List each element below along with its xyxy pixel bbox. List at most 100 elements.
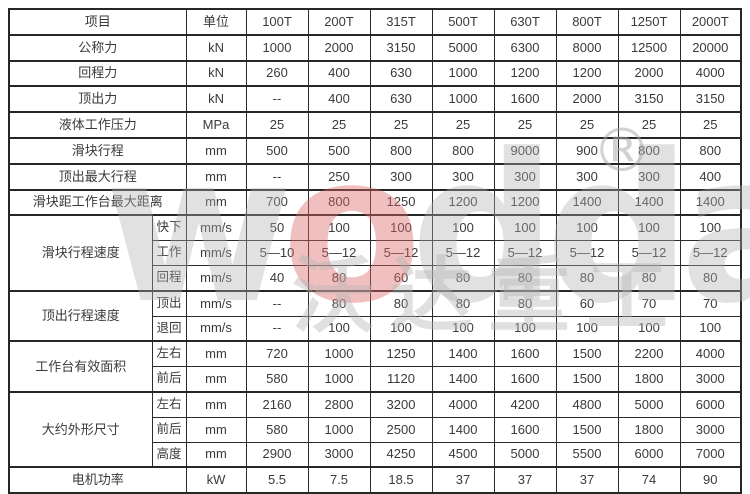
value-cell: 100	[307, 315, 371, 342]
value-cell: 1250	[369, 188, 433, 216]
unit-cell: mm/s	[185, 240, 247, 266]
unit-cell: mm/s	[185, 315, 247, 342]
item-label: 工作台有效面积	[8, 340, 153, 393]
unit-cell: mm/s	[185, 264, 247, 292]
value-cell: 2500	[369, 416, 433, 443]
value-cell: 630	[369, 85, 433, 113]
header-model-2000T: 2000T	[679, 8, 742, 36]
value-cell: 2000	[307, 33, 371, 62]
value-cell: 2000	[617, 59, 681, 87]
item-label: 滑块行程	[8, 136, 187, 165]
value-cell: 800	[431, 136, 495, 165]
table-body: 公称力 kN 1000 2000 3150 5000 6300 8000 12500 20000 回…	[8, 33, 742, 494]
value-cell: 37	[431, 466, 495, 494]
header-model-630T: 630T	[493, 8, 557, 36]
table-row: 回程 mm/s 40 80 60 80 80 80 80 80	[9, 264, 742, 292]
value-cell: 60	[555, 289, 619, 317]
value-cell: 5—12	[307, 240, 371, 266]
sub-label: 快下	[151, 214, 187, 242]
value-cell: 5—12	[555, 240, 619, 266]
sub-label: 前后	[151, 366, 187, 393]
unit-cell: mm	[185, 441, 247, 468]
value-cell: 300	[431, 162, 495, 191]
value-cell: 7.5	[307, 466, 371, 494]
value-cell: 1500	[555, 340, 619, 368]
value-cell: 80	[307, 289, 371, 317]
value-cell: 580	[245, 366, 309, 393]
value-cell: 5500	[555, 441, 619, 468]
value-cell: 80	[431, 264, 495, 292]
value-cell: 18.5	[369, 466, 433, 494]
value-cell: 5—12	[617, 240, 681, 266]
value-cell: 1250	[369, 340, 433, 368]
table-row: 滑块距工作台最大距离 mm 700 800 1250 1200 1200 1400 1400 14…	[8, 188, 742, 216]
value-cell: 3000	[679, 366, 742, 393]
value-cell: 1120	[369, 366, 433, 393]
value-cell: 80	[617, 264, 681, 292]
value-cell: 100	[617, 315, 681, 342]
table-row: 顶出最大行程 mm -- 250 300 300 300 300 300 400	[8, 162, 742, 191]
value-cell: 500	[245, 136, 309, 165]
value-cell: 2000	[555, 85, 619, 113]
table-row: 电机功率 kW 5.5 7.5 18.5 37 37 37 74 90	[8, 466, 742, 494]
value-cell: 1600	[493, 85, 557, 113]
value-cell: 80	[493, 289, 557, 317]
value-cell: 37	[493, 466, 557, 494]
table-header: 项目 单位 100T 200T 315T 500T 630T 800T 1250T 2000T	[8, 8, 742, 36]
item-label: 电机功率	[8, 466, 187, 494]
value-cell: 37	[555, 466, 619, 494]
value-cell: 4000	[679, 59, 742, 87]
value-cell: 25	[369, 111, 433, 139]
value-cell: --	[245, 162, 309, 191]
unit-cell: kN	[185, 59, 247, 87]
value-cell: 300	[493, 162, 557, 191]
value-cell: 1500	[555, 366, 619, 393]
value-cell: 5—10	[245, 240, 309, 266]
table-row: 液体工作压力 MPa 25 25 25 25 25 25 25 25	[8, 111, 742, 139]
value-cell: 100	[493, 315, 557, 342]
table-row: 滑块行程 mm 500 500 800 800 9000 900 800 800	[8, 136, 742, 165]
value-cell: 5000	[617, 390, 681, 418]
value-cell: 4250	[369, 441, 433, 468]
value-cell: 1400	[431, 366, 495, 393]
value-cell: 5000	[493, 441, 557, 468]
value-cell: --	[245, 289, 309, 317]
value-cell: 7000	[679, 441, 742, 468]
item-label: 顶出力	[8, 85, 187, 113]
value-cell: 25	[493, 111, 557, 139]
header-model-100T: 100T	[245, 8, 309, 36]
value-cell: 1400	[617, 188, 681, 216]
value-cell: 2160	[245, 390, 309, 418]
value-cell: 5000	[431, 33, 495, 62]
item-label: 滑块距工作台最大距离	[8, 188, 187, 216]
value-cell: 1000	[431, 59, 495, 87]
value-cell: 100	[431, 214, 495, 242]
header-item: 项目	[8, 8, 187, 36]
value-cell: 400	[679, 162, 742, 191]
item-label: 滑块行程速度	[8, 214, 153, 292]
value-cell: 2900	[245, 441, 309, 468]
value-cell: 100	[555, 315, 619, 342]
value-cell: 3150	[617, 85, 681, 113]
header-model-800T: 800T	[555, 8, 619, 36]
value-cell: 1600	[493, 366, 557, 393]
value-cell: 1800	[617, 416, 681, 443]
value-cell: 1000	[431, 85, 495, 113]
value-cell: 1400	[555, 188, 619, 216]
value-cell: 300	[369, 162, 433, 191]
value-cell: 1200	[555, 59, 619, 87]
value-cell: 3150	[679, 85, 742, 113]
value-cell: 1000	[307, 366, 371, 393]
value-cell: 2200	[617, 340, 681, 368]
value-cell: 100	[369, 214, 433, 242]
table-row: 顶出行程速度 顶出 mm/s -- 80 80 80 80 60 70 70	[8, 289, 742, 342]
value-cell: 300	[617, 162, 681, 191]
header-model-1250T: 1250T	[617, 8, 681, 36]
value-cell: 260	[245, 59, 309, 87]
item-label: 液体工作压力	[8, 111, 187, 139]
value-cell: 250	[307, 162, 371, 191]
value-cell: 80	[369, 289, 433, 317]
value-cell: 1600	[493, 416, 557, 443]
table-row: 回程力 kN 260 400 630 1000 1200 1200 2000 4000	[8, 59, 742, 87]
value-cell: --	[245, 85, 309, 113]
